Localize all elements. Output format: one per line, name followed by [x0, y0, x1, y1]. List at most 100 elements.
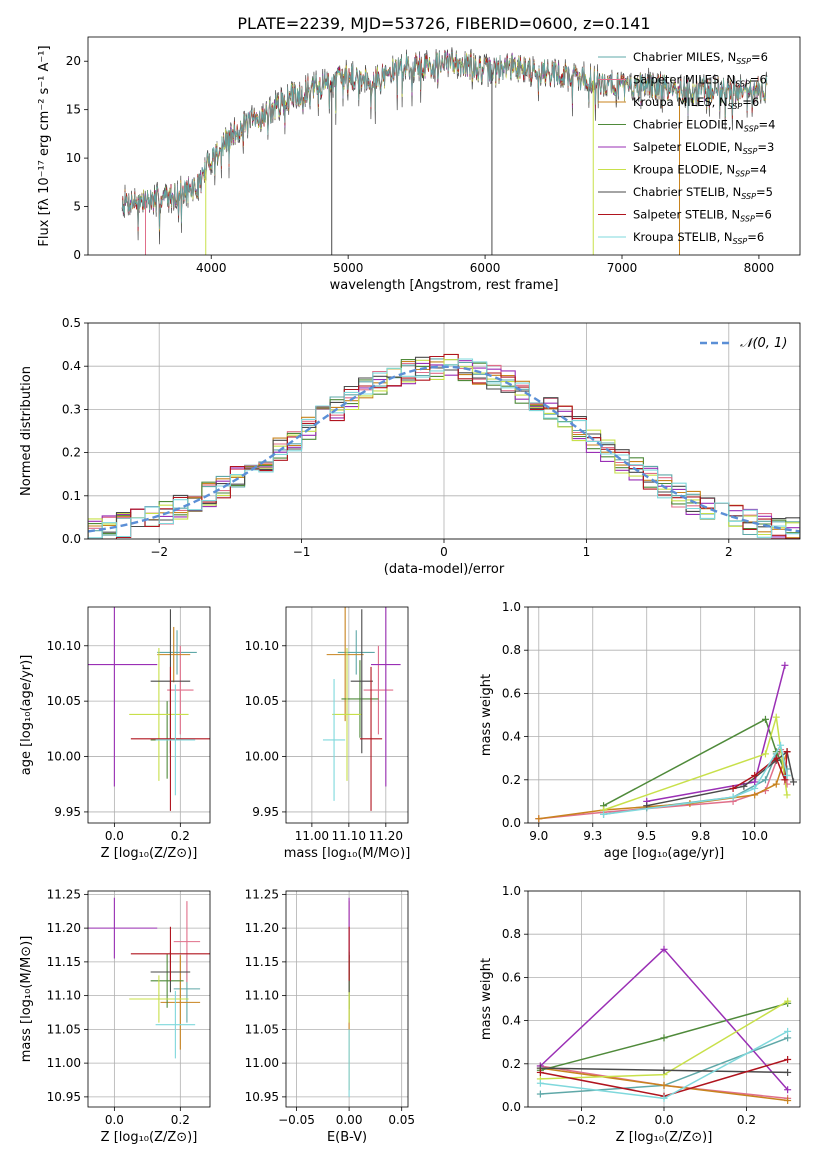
- weight-marker: [600, 810, 608, 818]
- weight-marker: [740, 782, 748, 790]
- x-tick-label: 0: [440, 545, 448, 559]
- x-tick-label: 0.2: [171, 829, 190, 843]
- legend-entry: 𝒩(0, 1): [740, 336, 787, 351]
- legend-nssp-eq: =: [751, 50, 761, 64]
- legend-nssp-eq: =: [756, 185, 766, 199]
- tick-marks: [84, 893, 181, 1111]
- x-tick-label: 8000: [744, 261, 775, 275]
- error-bar-point: [359, 666, 383, 811]
- x-axis-label: (data-model)/error: [384, 562, 505, 577]
- y-axis-label: Flux [fλ 10⁻¹⁷ erg cm⁻² s⁻¹ A⁻¹]: [37, 45, 52, 246]
- weight-marker: [783, 780, 791, 788]
- legend-nssp-eq: =: [757, 140, 767, 154]
- weight-marker: [729, 793, 737, 801]
- x-axis-label: mass [log₁₀(M/M⊙)]: [284, 846, 411, 861]
- weight-marker: [772, 713, 780, 721]
- weight-marker: [535, 815, 543, 823]
- x-tick-label: 0.0: [105, 1113, 124, 1127]
- weight-marker: [784, 997, 792, 1005]
- tick-marks: [282, 893, 403, 1111]
- y-tick-label: 0: [73, 248, 81, 262]
- error-bar-point: [322, 679, 346, 801]
- weight-marker: [729, 784, 737, 792]
- legend-series-name: Salpeter MILES: [633, 73, 719, 87]
- weight-marker: [536, 1079, 544, 1087]
- legend-nssp-eq: =: [759, 118, 769, 132]
- axes-frame: [87, 322, 801, 540]
- y-tick-label: 10.00: [47, 750, 81, 764]
- axes-frame: [285, 606, 409, 824]
- x-tick-label: 2: [725, 545, 733, 559]
- error-bar-point: [157, 630, 197, 675]
- x-tick-label: 0.2: [171, 1113, 190, 1127]
- weight-marker: [783, 748, 791, 756]
- weight-marker: [660, 1034, 668, 1042]
- y-tick-label: 0.1: [62, 489, 81, 503]
- legend-nssp-eq: =: [747, 230, 757, 244]
- y-tick-label: 0.4: [62, 359, 81, 373]
- axes-frame: [285, 890, 409, 1108]
- weight-marker: [761, 750, 769, 758]
- legend-nssp-value: 3: [767, 140, 774, 154]
- weight-marker: [660, 1081, 668, 1089]
- plot-area: [536, 945, 792, 1105]
- y-tick-label: 11.20: [245, 921, 279, 935]
- legend-series-name: Chabrier MILES: [633, 50, 720, 64]
- y-tick-label: 9.95: [252, 805, 279, 819]
- axes-frame: [87, 890, 211, 1108]
- axes-frame: [87, 606, 211, 824]
- x-tick-label: 0.00: [336, 1113, 363, 1127]
- error-bar-point: [129, 975, 189, 1023]
- legend-series-name: Kroupa ELODIE: [633, 163, 719, 177]
- legend-series-name: Salpeter ELODIE: [633, 140, 727, 154]
- y-tick-label: 0.6: [502, 686, 521, 700]
- error-bar-point: [173, 901, 201, 983]
- legend-nssp-value: 5: [766, 185, 773, 199]
- tick-marks: [84, 60, 760, 259]
- x-tick-label: 0.0: [105, 829, 124, 843]
- legend-nssp-value: 6: [759, 73, 766, 87]
- error-bar-point: [167, 645, 194, 735]
- tick-marks: [524, 890, 747, 1111]
- x-tick-label: −1: [293, 545, 311, 559]
- x-axis-label: wavelength [Angstrom, rest frame]: [330, 278, 559, 293]
- y-tick-label: 0.5: [62, 316, 81, 330]
- plot-area: [121, 47, 768, 255]
- x-axis-label: age [log₁₀(age/yr)]: [604, 846, 725, 861]
- x-tick-label: 9.8: [691, 829, 710, 843]
- weight-marker: [660, 1094, 668, 1102]
- x-tick-label: 11.20: [369, 829, 403, 843]
- y-tick-label: 0.6: [502, 970, 521, 984]
- legend-nssp-value: 4: [759, 163, 766, 177]
- panel-ebv_vs_mass: −0.05 0.00 0.05 10.95 11.00 11.05 11.10 11.15 11…: [245, 887, 415, 1145]
- y-tick-label: 11.10: [47, 989, 81, 1003]
- y-tick-label: 0.0: [62, 532, 81, 546]
- x-axis-label: E(B-V): [327, 1130, 367, 1145]
- error-bar-point: [371, 607, 401, 787]
- y-tick-label: 0.2: [502, 1057, 521, 1071]
- error-bar-point: [88, 607, 158, 787]
- y-tick-label: 10.95: [47, 1090, 81, 1104]
- error-bar-point: [341, 660, 379, 738]
- weight-marker: [772, 754, 780, 762]
- y-tick-label: 10.10: [47, 639, 81, 653]
- legend-nssp-subscript: SSP: [736, 57, 751, 66]
- legend-nssp-subscript: SSP: [728, 102, 743, 111]
- legend-entry: Salpeter ELODIE, NSSP=3: [633, 140, 774, 156]
- y-tick-label: 15: [66, 103, 81, 117]
- panel-z_vs_age: 0.0 0.2 9.95 10.00 10.05 10.10 Z [log₁₀(Z/Z⊙)]…: [19, 606, 211, 861]
- weight-marker: [751, 784, 759, 792]
- x-tick-label: −2: [150, 545, 168, 559]
- x-tick-label: 4000: [196, 261, 227, 275]
- panel-age_vs_weight: 9.0 9.3 9.5 9.8 10.0 0.0 0.2 0.4 0.6 0.8 1.0 age [l…: [479, 600, 801, 861]
- legend-nssp-prefix: , N: [725, 185, 741, 199]
- x-axis-label: Z [log₁₀(Z/Z⊙)]: [101, 846, 198, 861]
- y-tick-label: 0.4: [502, 730, 521, 744]
- weight-marker: [772, 780, 780, 788]
- panel-residual_hist: −2 −1 0 1 2 0.0 0.1 0.2 0.3 0.4 0.5 (data-model)/er…: [19, 316, 801, 577]
- weight-marker: [790, 778, 798, 786]
- weight-marker: [751, 791, 759, 799]
- y-tick-label: 10.05: [245, 694, 279, 708]
- grid-lines: [286, 891, 408, 1107]
- weight-marker: [761, 715, 769, 723]
